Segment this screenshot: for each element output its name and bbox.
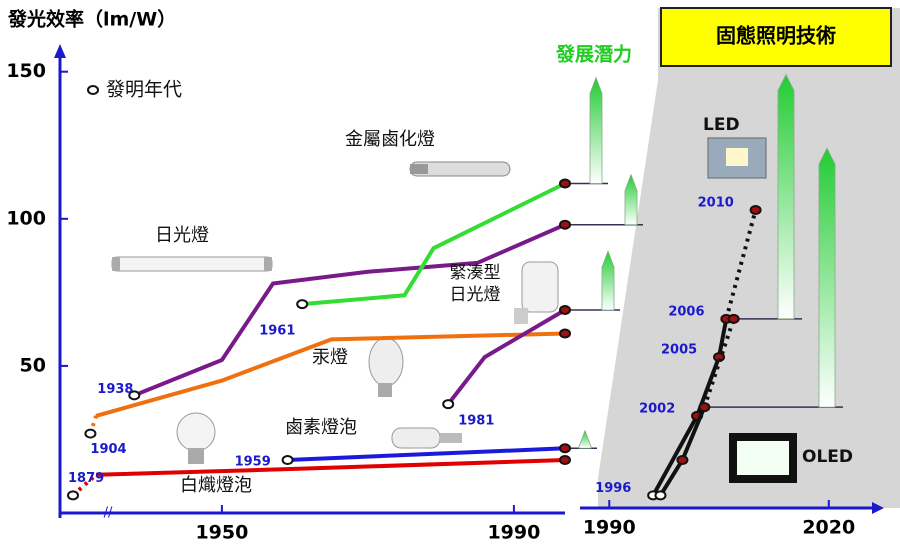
year-label: 1961 [259,324,295,339]
data-point [698,402,711,413]
year-label: 1959 [235,455,271,470]
line-dashed [71,473,98,497]
mercury-icon [368,337,404,397]
line [95,331,566,418]
series-name: 緊湊型日光燈 [449,263,501,305]
year-label: 1996 [595,481,631,496]
line [302,181,566,307]
year-label: 2010 [698,195,734,210]
potential-arrow [777,73,795,320]
data-point [559,305,571,316]
series-name: OLED [802,447,853,467]
oled-icon [729,433,797,483]
y-tick-label: 50 [20,354,46,376]
line-dashed [88,415,98,435]
y-tick-label: 100 [6,207,46,229]
series-name: 汞燈 [312,347,348,368]
data-point [559,328,571,339]
start-point [442,399,455,410]
start-point [654,490,667,501]
legend-marker [87,85,99,95]
x-tick-label: 1950 [195,522,248,544]
start-point [281,455,294,466]
metal-halide-icon [409,161,511,177]
potential-arrow [578,429,592,449]
series-name: LED [703,115,740,135]
y-axis-arrow [54,44,66,58]
data-point [676,455,689,466]
line-dashed [724,209,758,320]
potential-arrow [624,173,638,226]
series-name: 白熾燈泡 [180,475,252,496]
x-tick-label: 2020 [802,517,855,539]
potential-arrow [601,250,615,311]
series-name: 日光燈 [155,225,209,246]
cfl-icon [514,261,559,324]
year-label: 2006 [668,304,704,319]
line [287,446,566,462]
start-point [296,299,309,310]
line [651,318,729,497]
title: 固態照明技術 [716,24,836,48]
y-axis-label: 發光效率（lm/W） [7,8,176,31]
bulb-icon [176,412,216,464]
series-name: 鹵素燈泡 [285,417,357,438]
year-label: 2005 [661,343,697,358]
axis-break: // [104,506,113,521]
year-label: 1938 [97,382,133,397]
potential-arrow [818,147,836,408]
fluorescent-icon [111,256,273,272]
potential-arrow [589,76,603,184]
data-point [559,178,571,189]
start-point [84,428,97,439]
year-label: 1981 [458,414,494,429]
line [446,308,567,406]
data-point [749,204,762,215]
data-point [559,455,571,466]
line [133,222,566,398]
series-name: 金屬鹵化燈 [345,129,435,150]
halogen-icon [391,427,462,449]
x2-axis-arrow [872,502,884,514]
line [95,458,566,477]
year-label: 1904 [90,442,126,457]
legend-label: 發明年代 [106,79,182,101]
data-point [727,313,740,324]
x-tick-label: 1990 [487,522,540,544]
start-point [67,490,79,501]
led-icon [707,137,767,179]
year-label: 1879 [68,471,104,486]
title-box [660,7,892,67]
start-point [128,390,141,401]
potential-label: 發展潛力 [555,43,632,66]
year-label: 2002 [639,401,675,416]
x-tick-label: 1990 [583,517,636,539]
y-tick-label: 150 [6,60,46,82]
data-point [559,219,571,230]
data-point [559,443,571,454]
